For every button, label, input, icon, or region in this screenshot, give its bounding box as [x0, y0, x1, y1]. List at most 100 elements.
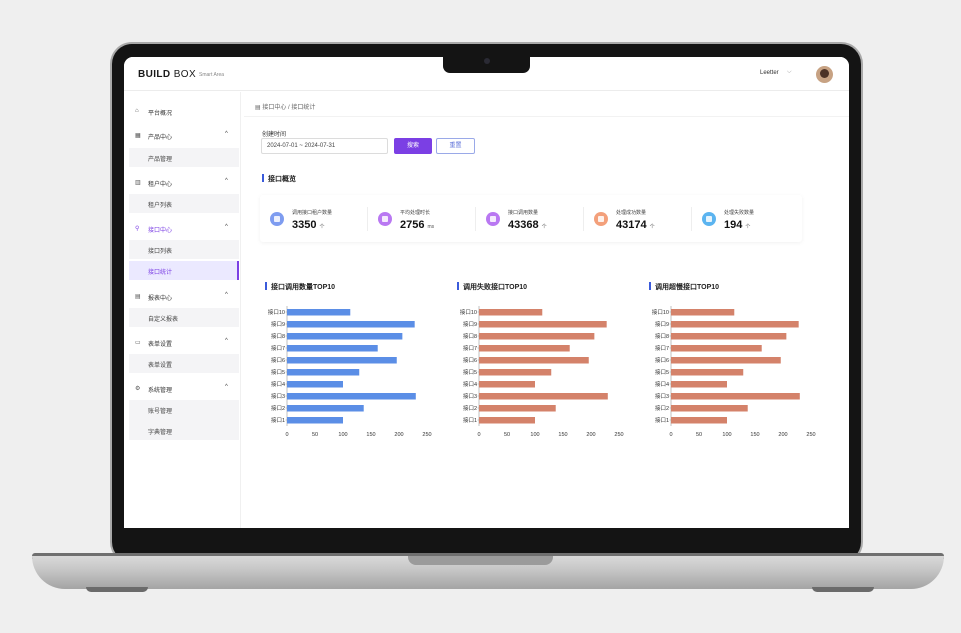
laptop-opening-notch	[408, 556, 553, 565]
stat-label: 处理成功数量	[616, 210, 647, 216]
bar	[479, 393, 608, 400]
category-label: 接口5	[463, 368, 477, 376]
search-button[interactable]: 搜索	[394, 138, 432, 154]
sidebar-item-interfaces[interactable]: ⚲ 接口中心 ^	[124, 217, 241, 239]
x-tick-label: 150	[558, 432, 567, 438]
category-label: 接口1	[655, 416, 669, 424]
sidebar-item-forms[interactable]: ▭ 表单设置 ^	[124, 331, 241, 353]
chart-title: 接口调用数量TOP10	[265, 282, 335, 292]
x-tick-label: 0	[477, 432, 480, 438]
stat-value: 43368 个	[508, 219, 547, 231]
sidebar-sub-dictionary[interactable]: 字典管理	[148, 430, 173, 436]
sidebar-sub-accounts[interactable]: 账号管理	[148, 409, 173, 415]
bar	[671, 381, 727, 388]
bar	[287, 345, 378, 352]
sidebar-item-system[interactable]: ⚙ 系统管理 ^	[124, 377, 241, 399]
bar	[479, 417, 535, 424]
bar	[671, 369, 744, 376]
bar	[287, 393, 416, 400]
category-label: 接口4	[271, 380, 285, 388]
stat-card: 接口调用数量 43368 个	[476, 195, 584, 242]
category-label: 接口8	[655, 332, 669, 340]
x-tick-label: 100	[722, 432, 731, 438]
x-tick-label: 250	[614, 432, 623, 438]
chevron-up-icon: ^	[225, 338, 228, 344]
link-icon: ⚲	[135, 226, 140, 232]
stat-card: 处理失败数量 194 个	[692, 195, 800, 242]
category-label: 接口4	[655, 380, 669, 388]
gear-icon: ⚙	[135, 386, 141, 392]
category-label: 接口10	[460, 308, 477, 316]
category-label: 接口3	[271, 392, 285, 400]
brand-subtitle: Smart Area	[199, 72, 225, 78]
sidebar-sub-custom-report[interactable]: 自定义报表	[129, 308, 239, 327]
bar	[479, 333, 595, 340]
sidebar-sub-product-manage[interactable]: 产品管理	[129, 148, 239, 167]
category-label: 接口2	[463, 404, 477, 412]
divider	[583, 207, 584, 231]
sidebar-item-label: 平台概况	[148, 111, 173, 117]
main-content: ▤ 接口中心 / 接口统计 创建时间 2024-07-01 ~ 2024-07-…	[244, 92, 849, 528]
home-icon: ⌂	[135, 108, 139, 114]
bar	[479, 405, 556, 412]
sidebar-sub-form-settings[interactable]: 表单设置	[129, 354, 239, 373]
bar	[671, 333, 787, 340]
category-label: 接口7	[271, 344, 285, 352]
category-label: 接口3	[655, 392, 669, 400]
x-tick-label: 200	[778, 432, 787, 438]
stat-value: 3350 个	[292, 219, 325, 231]
stat-value: 194 个	[724, 219, 751, 231]
sidebar-item-products[interactable]: ▦ 产品中心 ^	[124, 124, 241, 146]
form-icon: ▭	[135, 340, 141, 346]
bar	[671, 345, 762, 352]
sidebar-item-reports[interactable]: ▤ 报表中心 ^	[124, 285, 241, 307]
category-label: 接口6	[655, 356, 669, 364]
sidebar-item-label: 报表中心	[148, 296, 173, 302]
avatar[interactable]	[816, 66, 833, 83]
stat-label: 调用接口租户数量	[292, 210, 333, 216]
breadcrumb: ▤ 接口中心 / 接口统计	[255, 105, 316, 111]
failure-icon	[702, 212, 716, 226]
chart-slow: 调用超慢接口TOP10 接口10 接口9 接口8 接口7 接口6 接口5 接口4 接口3 接口2…	[649, 282, 829, 452]
stat-label: 处理失败数量	[724, 210, 755, 216]
duration-icon	[378, 212, 392, 226]
bar	[479, 357, 589, 364]
category-label: 接口7	[463, 344, 477, 352]
date-range-input[interactable]: 2024-07-01 ~ 2024-07-31	[261, 138, 388, 154]
chevron-down-icon[interactable]: ⌵	[787, 69, 792, 75]
category-label: 接口5	[655, 368, 669, 376]
bar	[287, 321, 415, 328]
sidebar-item-label: 产品中心	[148, 135, 173, 141]
user-name[interactable]: Leetter	[760, 70, 779, 76]
category-label: 接口10	[268, 308, 285, 316]
bar	[287, 417, 343, 424]
sidebar: ⌂ 平台概况 ▦ 产品中心 ^ 产品管理 ▥ 租户中心 ^ 租户列表 ⚲ 接口中…	[124, 92, 241, 528]
sidebar-sub-interface-stats[interactable]: 接口统计	[129, 261, 239, 280]
category-label: 接口8	[463, 332, 477, 340]
sidebar-sub-interface-list[interactable]: 接口列表	[129, 240, 239, 259]
category-label: 接口9	[271, 320, 285, 328]
chevron-up-icon: ^	[225, 384, 228, 390]
stat-card: 平均处理时长 2756 ms	[368, 195, 476, 242]
sidebar-item-tenants[interactable]: ▥ 租户中心 ^	[124, 171, 241, 193]
x-tick-label: 200	[394, 432, 403, 438]
divider	[367, 207, 368, 231]
tenant-icon: ▥	[135, 180, 141, 186]
camera-notch	[443, 55, 530, 73]
bar	[479, 321, 607, 328]
chart-title: 调用超慢接口TOP10	[649, 282, 719, 292]
bar	[287, 405, 364, 412]
category-label: 接口1	[271, 416, 285, 424]
chart-call-count: 接口调用数量TOP10 接口10 接口9 接口8 接口7 接口6 接口5 接口4 接口3 接口2…	[265, 282, 445, 452]
app-header: BUILD BOX Smart Area Leetter ⌵	[124, 57, 849, 91]
sidebar-sub-tenant-list[interactable]: 租户列表	[129, 194, 239, 213]
success-icon	[594, 212, 608, 226]
bar	[479, 369, 552, 376]
category-label: 接口1	[463, 416, 477, 424]
bar	[479, 345, 570, 352]
reset-button[interactable]: 重置	[436, 138, 475, 154]
sidebar-item-overview[interactable]: ⌂ 平台概况	[124, 100, 241, 122]
report-icon: ▤	[135, 294, 141, 300]
x-tick-label: 250	[806, 432, 815, 438]
